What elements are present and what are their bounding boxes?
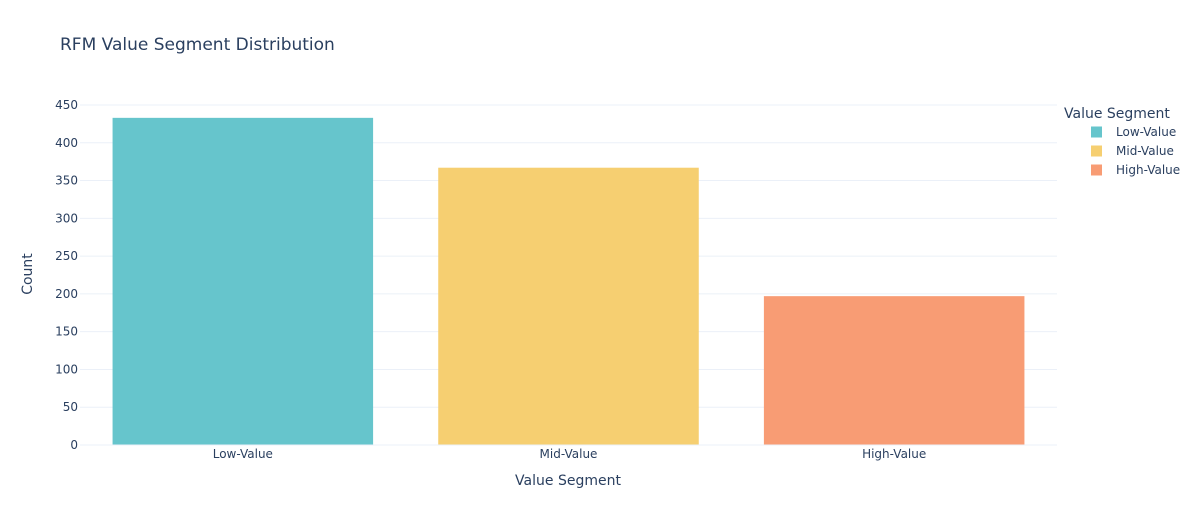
y-tick-label: 450 — [55, 98, 78, 112]
bar-high-value — [763, 296, 1025, 445]
legend-label: High-Value — [1116, 163, 1180, 177]
x-axis-ticks: Low-Value Mid-Value High-Value — [213, 447, 927, 461]
y-tick-label: 50 — [63, 400, 78, 414]
x-tick-label: High-Value — [862, 447, 926, 461]
bars — [112, 117, 1025, 445]
legend-swatch — [1091, 145, 1102, 157]
bar-mid-value — [438, 167, 699, 445]
legend-label: Mid-Value — [1116, 144, 1174, 158]
bar-low-value — [112, 117, 374, 445]
legend-swatch — [1091, 164, 1102, 176]
chart-title: RFM Value Segment Distribution — [60, 35, 335, 55]
y-tick-label: 200 — [55, 287, 78, 301]
legend-label: Low-Value — [1116, 125, 1176, 139]
y-tick-label: 350 — [55, 174, 78, 188]
legend-title: Value Segment — [1064, 106, 1170, 122]
y-tick-label: 150 — [55, 325, 78, 339]
y-tick-label: 300 — [55, 211, 78, 225]
x-tick-label: Low-Value — [213, 447, 273, 461]
legend-item-mid-value[interactable]: Mid-Value — [1091, 144, 1174, 158]
y-axis-ticks: 0 50 100 150 200 250 300 350 400 450 — [55, 98, 78, 452]
legend-swatch — [1091, 126, 1102, 138]
y-tick-label: 100 — [55, 362, 78, 376]
y-tick-label: 0 — [70, 438, 78, 452]
legend: Value Segment Low-Value Mid-Value High-Val… — [1064, 106, 1180, 177]
x-tick-label: Mid-Value — [540, 447, 598, 461]
legend-item-high-value[interactable]: High-Value — [1091, 163, 1180, 177]
y-tick-label: 250 — [55, 249, 78, 263]
y-tick-label: 400 — [55, 136, 78, 150]
y-axis-title: Count — [20, 253, 36, 295]
x-axis-title: Value Segment — [515, 473, 621, 489]
legend-item-low-value[interactable]: Low-Value — [1091, 125, 1176, 139]
